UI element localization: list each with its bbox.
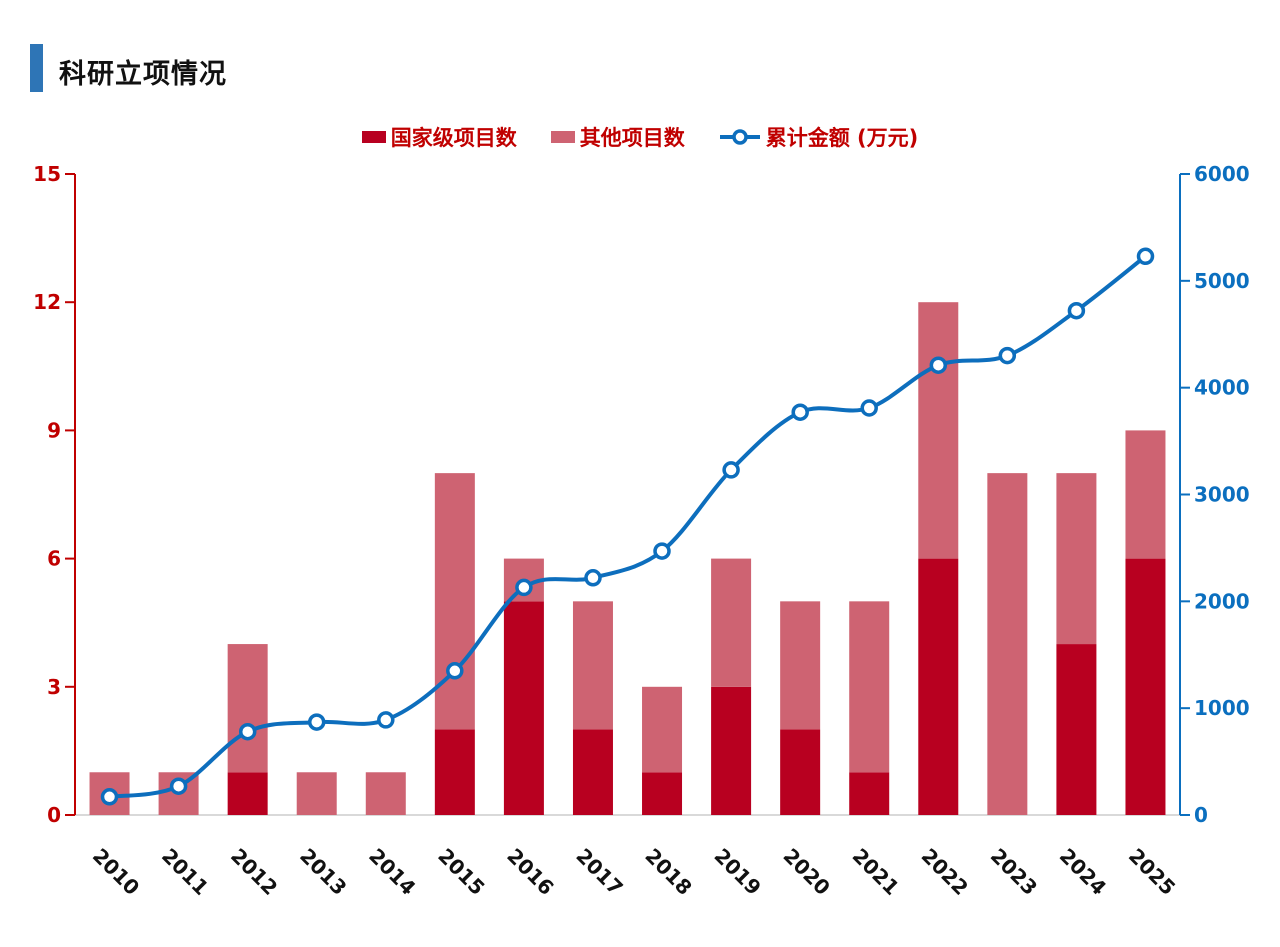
other-swatch-icon [550,131,575,143]
legend-item-national: 国家级项目数 [361,122,517,152]
line-marker-2024 [1067,301,1086,320]
bar-other-2023 [987,473,1028,815]
line-marker-2023 [998,346,1017,365]
bar-other-2013 [296,772,337,815]
x-tick-label-2017: 2017 [571,844,627,900]
bar-other-2019 [711,558,752,687]
bar-other-2025 [1125,430,1166,559]
x-tick-label-2013: 2013 [295,844,351,900]
bar-other-2020 [780,601,821,730]
line-marker-2018 [653,542,671,560]
bar-national-2022 [918,558,959,815]
x-tick-label-2023: 2023 [986,844,1042,900]
bar-national-2020 [780,729,821,815]
x-tick-label-2021: 2021 [848,844,904,900]
legend-item-other: 其他项目数 [550,122,685,152]
bar-other-2021 [849,601,890,773]
legend-label-cumulative: 累计金额 (万元) [765,126,919,150]
x-tick-label-2015: 2015 [433,844,489,900]
y-right-tick-label-0: 0 [1194,803,1208,827]
bar-national-2016 [503,601,544,815]
x-tick-label-2022: 2022 [917,844,973,900]
x-tick-label-2019: 2019 [710,844,766,900]
y-left-tick-label-9: 9 [47,418,61,442]
x-tick-label-2012: 2012 [226,844,282,900]
line-marker-2011 [169,777,188,795]
national-swatch-icon [361,131,386,143]
line-marker-2015 [446,662,464,680]
bar-other-2012 [227,644,268,773]
line-marker-2010 [100,788,119,806]
y-right-tick-label-3000: 3000 [1194,483,1250,507]
bar-national-2017 [572,729,613,815]
x-tick-label-2018: 2018 [640,844,696,900]
x-tick-label-2016: 2016 [502,844,558,900]
y-left-tick-label-12: 12 [33,290,61,314]
x-tick-label-2011: 2011 [157,844,213,900]
y-right-tick-label-6000: 6000 [1194,162,1250,186]
bar-national-2024 [1056,644,1097,815]
x-tick-label-2020: 2020 [779,844,835,900]
y-right-tick-label-4000: 4000 [1194,376,1250,400]
line-circle-marker-icon [719,129,760,145]
line-marker-2021 [860,399,878,417]
line-marker-2020 [791,403,809,421]
chart-legend: 国家级项目数 其他项目数 累计金额 (万元) [0,121,1280,153]
bar-national-2019 [711,686,752,815]
y-left-tick-label-6: 6 [47,547,61,571]
x-tick-label-2014: 2014 [364,844,420,900]
line-marker-2022 [929,356,948,374]
line-marker-2016 [515,578,533,597]
y-right-tick-label-2000: 2000 [1194,589,1250,613]
y-left-tick-label-15: 15 [33,162,61,186]
x-tick-label-2025: 2025 [1124,844,1180,900]
title-accent-bar [30,44,43,92]
x-tick-label-2024: 2024 [1055,844,1111,900]
header: 科研立项情况 [0,0,1280,100]
page-title: 科研立项情况 [59,59,227,90]
bar-national-2021 [849,772,890,815]
bar-other-2017 [572,601,613,730]
line-marker-2017 [584,569,602,587]
line-marker-2012 [238,722,257,741]
legend-label-other: 其他项目数 [579,126,685,150]
line-marker-2013 [307,713,326,731]
bar-national-2018 [642,772,683,815]
line-marker-2019 [722,461,740,479]
bar-other-2024 [1056,473,1097,645]
line-marker-2025 [1136,247,1155,266]
cumulative-line [107,254,1148,799]
bar-other-2015 [434,473,475,730]
bar-other-2018 [642,686,683,773]
bar-other-2014 [365,772,406,815]
y-left-tick-label-0: 0 [47,803,61,827]
y-right-tick-label-5000: 5000 [1194,269,1250,293]
line-marker-2014 [377,711,395,729]
bar-national-2025 [1125,558,1166,815]
bar-national-2012 [227,772,268,815]
y-right-tick-label-1000: 1000 [1194,696,1250,720]
bar-national-2015 [434,729,475,815]
legend-label-national: 国家级项目数 [390,126,517,150]
legend-item-cumulative: 累计金额 (万元) [719,122,919,152]
y-left-tick-label-3: 3 [47,675,61,699]
bar-other-2022 [918,302,959,559]
x-tick-label-2010: 2010 [88,844,144,900]
